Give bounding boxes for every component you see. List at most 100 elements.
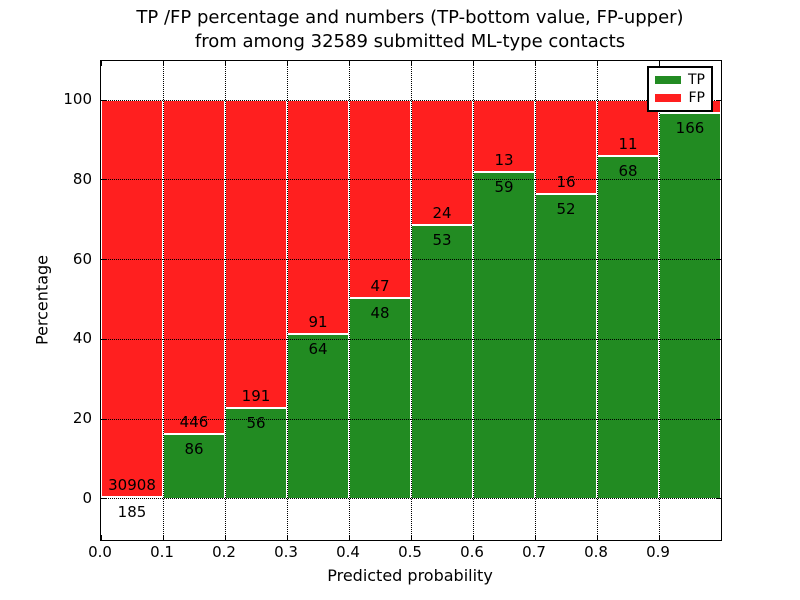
fp-count-label: 11 bbox=[618, 134, 638, 153]
bar-segment-tp bbox=[411, 224, 473, 499]
bar-segment-tp bbox=[659, 113, 721, 499]
bar-segment-fp bbox=[349, 100, 411, 298]
fp-count-label: 13 bbox=[494, 151, 514, 170]
x-tick-mark bbox=[286, 61, 288, 66]
x-axis-label: Predicted probability bbox=[327, 566, 493, 585]
vertical-gridline bbox=[286, 61, 288, 540]
y-tick-mark bbox=[101, 498, 106, 500]
x-tick-mark bbox=[286, 535, 288, 540]
y-tick-mark bbox=[101, 338, 106, 340]
horizontal-gridline bbox=[101, 338, 721, 340]
chart-title: TP /FP percentage and numbers (TP-bottom… bbox=[100, 6, 720, 54]
x-tick-mark bbox=[596, 535, 598, 540]
bar-segment-fp bbox=[163, 100, 225, 435]
horizontal-gridline bbox=[101, 179, 721, 181]
bar-segment-tp bbox=[287, 334, 349, 499]
fp-count-label: 191 bbox=[241, 387, 271, 406]
x-tick-mark bbox=[100, 535, 102, 540]
tp-legend-swatch-icon bbox=[655, 76, 681, 84]
vertical-gridline bbox=[596, 61, 598, 540]
y-tick-mark bbox=[716, 418, 721, 420]
bar-segment-fp bbox=[101, 100, 163, 497]
fp-count-label: 47 bbox=[370, 276, 390, 295]
plot-area: 30908 185 446 86 191 56 91 64 47 48 24 53 13 59 16 52 11… bbox=[100, 60, 722, 541]
bar-segment-tp bbox=[349, 297, 411, 499]
y-tick-label: 60 bbox=[72, 249, 92, 268]
x-tick-mark bbox=[534, 61, 536, 66]
bar-segment-tp bbox=[473, 172, 535, 499]
y-tick-label: 40 bbox=[72, 329, 92, 348]
y-tick-mark bbox=[101, 99, 106, 101]
legend-label-tp: TP bbox=[688, 72, 705, 88]
bar-segment-fp bbox=[225, 100, 287, 409]
tp-count-label: 59 bbox=[494, 178, 514, 197]
vertical-gridline bbox=[472, 61, 474, 540]
x-tick-mark bbox=[224, 535, 226, 540]
x-tick-mark bbox=[348, 61, 350, 66]
x-tick-mark bbox=[410, 535, 412, 540]
x-tick-label: 0.0 bbox=[88, 543, 112, 561]
vertical-gridline bbox=[224, 61, 226, 540]
x-tick-mark bbox=[472, 535, 474, 540]
y-tick-label: 80 bbox=[72, 169, 92, 188]
vertical-gridline bbox=[658, 61, 660, 540]
x-tick-mark bbox=[100, 61, 102, 66]
legend-label-fp: FP bbox=[688, 90, 706, 106]
x-tick-label: 0.5 bbox=[398, 543, 422, 561]
fp-legend-swatch-icon bbox=[655, 94, 681, 102]
x-tick-mark bbox=[162, 535, 164, 540]
bar-segment-fp bbox=[535, 100, 597, 194]
y-tick-mark bbox=[716, 259, 721, 261]
x-tick-label: 0.7 bbox=[522, 543, 546, 561]
vertical-gridline bbox=[348, 61, 350, 540]
vertical-gridline bbox=[410, 61, 412, 540]
x-tick-label: 0.9 bbox=[646, 543, 670, 561]
y-tick-label: 0 bbox=[82, 488, 92, 507]
y-tick-mark bbox=[716, 338, 721, 340]
fp-count-label: 446 bbox=[179, 413, 209, 432]
x-tick-mark bbox=[410, 61, 412, 66]
bar-segment-fp bbox=[287, 100, 349, 335]
legend: TP FP bbox=[647, 66, 713, 112]
x-tick-mark bbox=[472, 61, 474, 66]
x-tick-label: 0.8 bbox=[584, 543, 608, 561]
x-tick-mark bbox=[720, 535, 722, 540]
vertical-gridline bbox=[534, 61, 536, 540]
y-tick-label: 20 bbox=[72, 409, 92, 428]
y-tick-label: 100 bbox=[63, 90, 92, 109]
tp-count-label: 52 bbox=[556, 199, 576, 218]
y-tick-mark bbox=[101, 259, 106, 261]
horizontal-gridline bbox=[101, 498, 721, 500]
fp-count-label: 91 bbox=[308, 313, 328, 332]
x-tick-label: 0.2 bbox=[212, 543, 236, 561]
tp-count-label: 68 bbox=[618, 161, 638, 180]
x-tick-mark bbox=[658, 61, 660, 66]
y-tick-mark bbox=[716, 179, 721, 181]
tp-count-label: 48 bbox=[370, 303, 390, 322]
x-tick-label: 0.1 bbox=[150, 543, 174, 561]
horizontal-gridline bbox=[101, 418, 721, 420]
x-tick-label: 0.3 bbox=[274, 543, 298, 561]
y-tick-mark bbox=[716, 99, 721, 101]
y-tick-mark bbox=[101, 418, 106, 420]
tp-count-label: 86 bbox=[184, 440, 204, 459]
tp-count-label: 56 bbox=[246, 414, 266, 433]
x-tick-mark bbox=[348, 535, 350, 540]
legend-item-fp: FP bbox=[655, 91, 705, 105]
chart-title-line1: TP /FP percentage and numbers (TP-bottom… bbox=[136, 7, 684, 28]
y-tick-mark bbox=[101, 179, 106, 181]
x-tick-mark bbox=[224, 61, 226, 66]
tp-count-label: 185 bbox=[117, 502, 147, 521]
vertical-gridline bbox=[162, 61, 164, 540]
x-tick-mark bbox=[162, 61, 164, 66]
x-tick-label: 0.6 bbox=[460, 543, 484, 561]
bar-segment-tp bbox=[535, 193, 597, 499]
x-tick-mark bbox=[658, 535, 660, 540]
x-tick-label: 0.4 bbox=[336, 543, 360, 561]
horizontal-gridline bbox=[101, 259, 721, 261]
x-tick-mark bbox=[534, 535, 536, 540]
chart-title-line2: from among 32589 submitted ML-type conta… bbox=[194, 31, 626, 52]
horizontal-gridline bbox=[101, 99, 721, 101]
fp-count-label: 30908 bbox=[108, 475, 156, 494]
